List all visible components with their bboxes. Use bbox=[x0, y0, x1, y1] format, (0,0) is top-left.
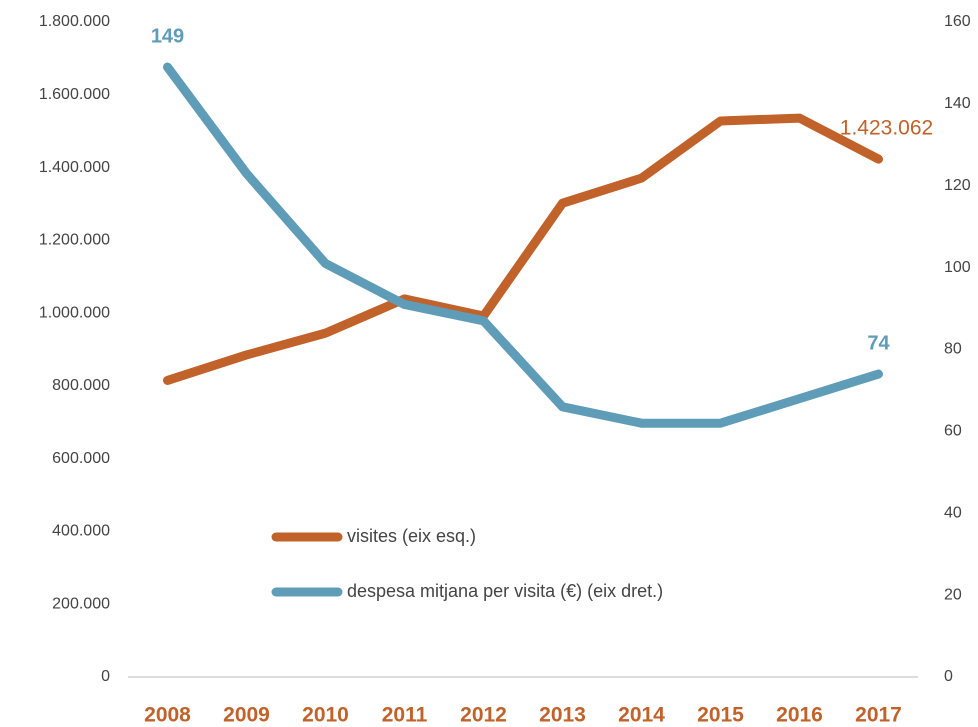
data-label: 149 bbox=[151, 25, 184, 47]
legend-label: visites (eix esq.) bbox=[347, 526, 476, 546]
x-tick-label: 2012 bbox=[460, 704, 507, 727]
x-tick-label: 2014 bbox=[618, 704, 665, 727]
data-label: 1.423.062 bbox=[840, 117, 933, 140]
y2-tick-label: 100 bbox=[944, 259, 971, 276]
y2-tick-label: 40 bbox=[944, 504, 962, 521]
y-tick-label: 600.000 bbox=[52, 450, 110, 467]
y-tick-label: 1.800.000 bbox=[39, 13, 110, 30]
y-tick-label: 1.600.000 bbox=[39, 86, 110, 103]
x-tick-label: 2017 bbox=[855, 704, 902, 727]
legend-label: despesa mitjana per visita (€) (eix dret… bbox=[347, 581, 663, 601]
y-tick-label: 800.000 bbox=[52, 377, 110, 394]
y2-tick-label: 60 bbox=[944, 423, 962, 440]
x-tick-label: 2010 bbox=[302, 704, 349, 727]
y-tick-label: 200.000 bbox=[52, 595, 110, 612]
y2-tick-label: 120 bbox=[944, 177, 971, 194]
y2-tick-label: 0 bbox=[944, 668, 953, 685]
y-tick-label: 1.400.000 bbox=[39, 159, 110, 176]
y-tick-label: 1.200.000 bbox=[39, 232, 110, 249]
y-tick-label: 0 bbox=[101, 668, 110, 685]
x-tick-label: 2008 bbox=[144, 704, 191, 727]
y2-tick-label: 140 bbox=[944, 95, 971, 112]
y2-tick-label: 80 bbox=[944, 341, 962, 358]
y-tick-label: 400.000 bbox=[52, 523, 110, 540]
y2-tick-label: 160 bbox=[944, 13, 971, 30]
data-label: 74 bbox=[867, 332, 890, 354]
series-line bbox=[163, 113, 883, 385]
y-tick-label: 1.000.000 bbox=[39, 304, 110, 321]
x-tick-label: 2015 bbox=[697, 704, 744, 727]
series-line bbox=[163, 62, 883, 428]
x-tick-label: 2016 bbox=[776, 704, 823, 727]
x-tick-label: 2013 bbox=[539, 704, 586, 727]
x-tick-label: 2009 bbox=[223, 704, 270, 727]
y2-tick-label: 20 bbox=[944, 586, 962, 603]
x-tick-label: 2011 bbox=[382, 704, 428, 727]
